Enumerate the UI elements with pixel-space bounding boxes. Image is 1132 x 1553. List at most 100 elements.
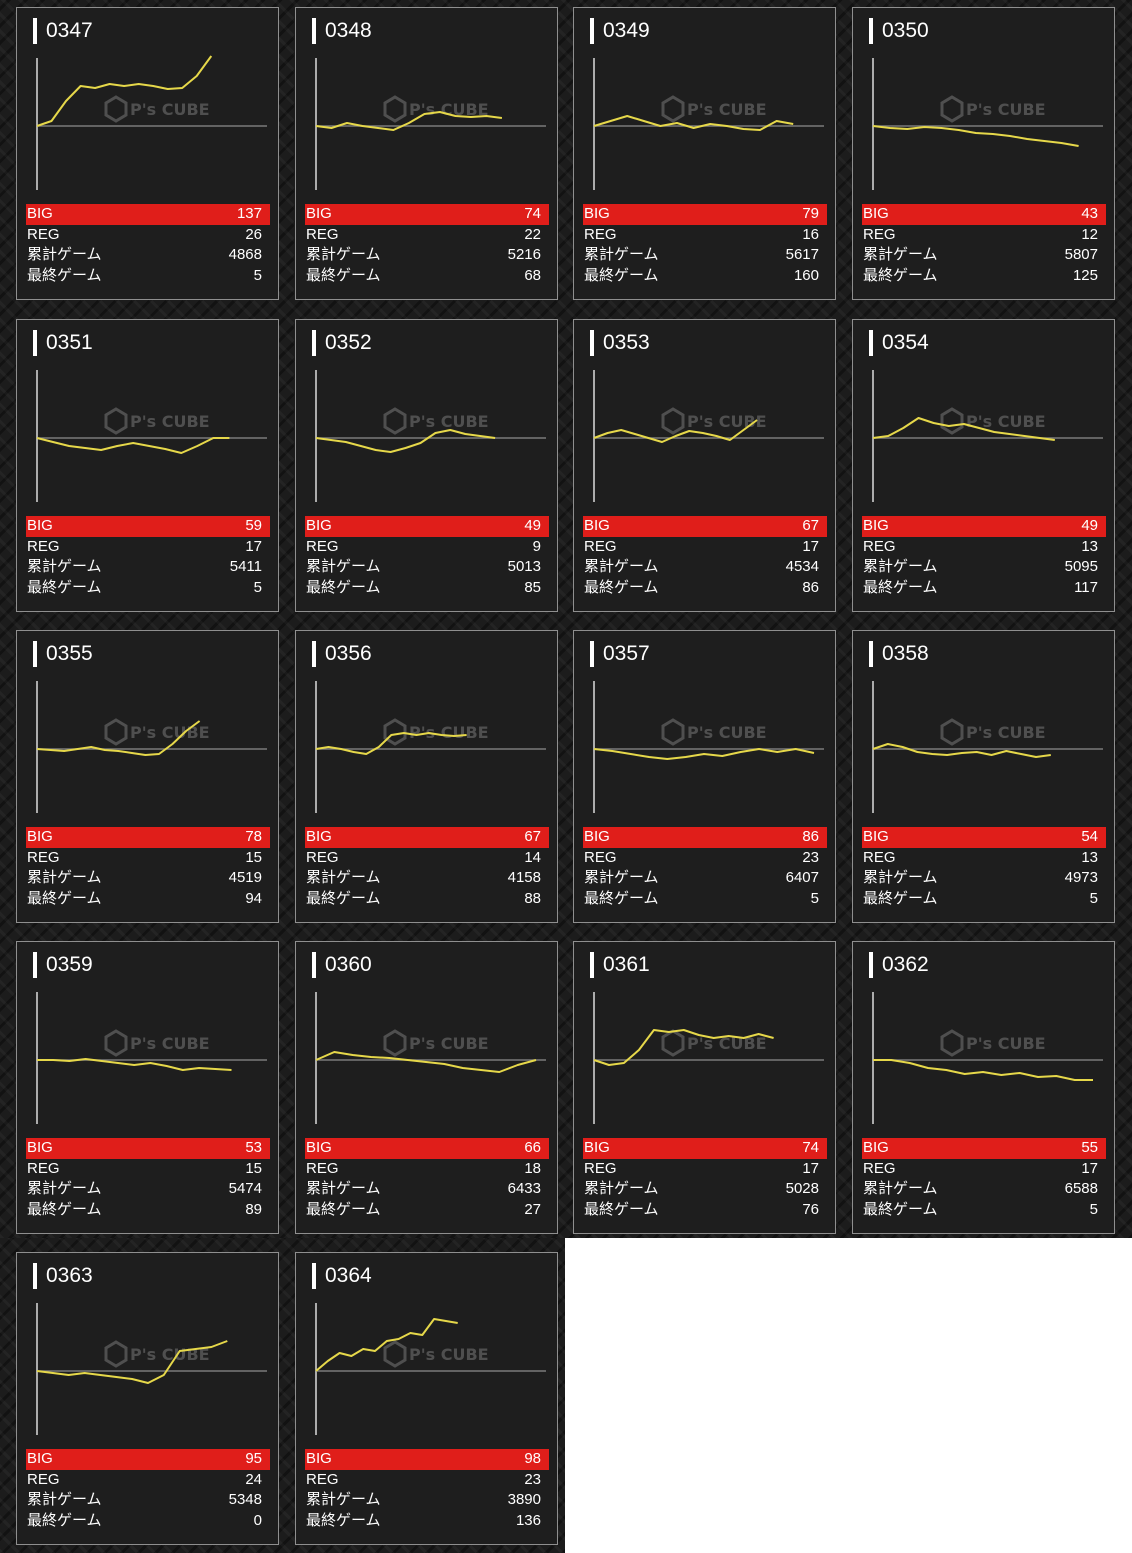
big-row: BIG 67: [583, 516, 827, 537]
machine-card[interactable]: 0359 P's CUBE BIG 53 REG 15 累計ゲーム 5474 最終ゲーム 89: [16, 941, 279, 1234]
big-value: 79: [802, 205, 819, 222]
big-value: 49: [1081, 517, 1098, 534]
machine-card[interactable]: 0362 P's CUBE BIG 55 REG 17 累計ゲーム 6588 最終ゲーム 5: [852, 941, 1115, 1234]
big-row: BIG 53: [26, 1138, 270, 1159]
slump-line: [37, 1058, 232, 1071]
last-value: 5: [810, 889, 819, 907]
big-value: 98: [524, 1450, 541, 1467]
reg-label: REG: [306, 848, 339, 866]
big-value: 74: [802, 1139, 819, 1156]
stats-table: BIG 54 REG 13 累計ゲーム 4973 最終ゲーム 5: [862, 827, 1106, 909]
big-value: 95: [245, 1450, 262, 1467]
reg-row: REG 17: [583, 1159, 827, 1180]
reg-row: REG 26: [26, 225, 270, 246]
machine-card[interactable]: 0347 P's CUBE BIG 137 REG 26 累計ゲーム 4868 最終ゲーム 5: [16, 7, 279, 300]
last-games-row: 最終ゲーム 76: [583, 1200, 827, 1221]
slump-line: [36, 437, 230, 454]
last-games-row: 最終ゲーム 5: [26, 578, 270, 599]
machine-card[interactable]: 0358 P's CUBE BIG 54 REG 13 累計ゲーム 4973 最終ゲーム 5: [852, 630, 1115, 923]
stats-table: BIG 59 REG 17 累計ゲーム 5411 最終ゲーム 5: [26, 516, 270, 598]
reg-value: 14: [524, 848, 541, 866]
machine-card[interactable]: 0352 P's CUBE BIG 49 REG 9 累計ゲーム 5013 最終ゲーム 85: [295, 319, 558, 612]
cube-logo-icon: [383, 1340, 407, 1368]
machine-card[interactable]: 0360 P's CUBE BIG 66 REG 18 累計ゲーム 6433 最終ゲーム 27: [295, 941, 558, 1234]
big-value: 55: [1081, 1139, 1098, 1156]
last-label: 最終ゲーム: [863, 889, 938, 907]
reg-label: REG: [584, 848, 617, 866]
slump-chart: P's CUBE: [872, 370, 1103, 502]
last-games-row: 最終ゲーム 27: [305, 1200, 549, 1221]
watermark-text: P's CUBE: [130, 412, 210, 431]
last-games-row: 最終ゲーム 86: [583, 578, 827, 599]
cube-logo-icon: [104, 407, 128, 435]
watermark-text: P's CUBE: [409, 412, 489, 431]
machine-card[interactable]: 0356 P's CUBE BIG 67 REG 14 累計ゲーム 4158 最終ゲーム 88: [295, 630, 558, 923]
last-label: 最終ゲーム: [584, 578, 659, 596]
reg-label: REG: [27, 1470, 60, 1488]
reg-row: REG 13: [862, 848, 1106, 869]
last-value: 117: [1074, 578, 1098, 596]
reg-row: REG 23: [305, 1470, 549, 1491]
last-label: 最終ゲーム: [863, 578, 938, 596]
big-row: BIG 67: [305, 827, 549, 848]
stats-table: BIG 74 REG 22 累計ゲーム 5216 最終ゲーム 68: [305, 204, 549, 286]
total-games-row: 累計ゲーム 5216: [305, 245, 549, 266]
last-label: 最終ゲーム: [27, 1511, 102, 1529]
last-games-row: 最終ゲーム 5: [26, 266, 270, 287]
reg-label: REG: [584, 1159, 617, 1177]
big-value: 53: [245, 1139, 262, 1156]
slump-chart: P's CUBE: [315, 681, 546, 813]
big-label: BIG: [863, 517, 889, 534]
slump-chart: P's CUBE: [593, 992, 824, 1124]
machine-card[interactable]: 0364 P's CUBE BIG 98 REG 23 累計ゲーム 3890 最終ゲーム 136: [295, 1252, 558, 1545]
machine-card[interactable]: 0348 P's CUBE BIG 74 REG 22 累計ゲーム 5216 最終ゲーム 68: [295, 7, 558, 300]
reg-row: REG 22: [305, 225, 549, 246]
total-games-row: 累計ゲーム 5013: [305, 557, 549, 578]
machine-card[interactable]: 0361 P's CUBE BIG 74 REG 17 累計ゲーム 5028 最終ゲーム 76: [573, 941, 836, 1234]
slump-chart: P's CUBE: [36, 992, 267, 1124]
total-value: 3890: [507, 1491, 541, 1508]
machine-card[interactable]: 0354 P's CUBE BIG 49 REG 13 累計ゲーム 5095 最終ゲーム 117: [852, 319, 1115, 612]
pscube-watermark: P's CUBE: [661, 407, 767, 435]
reg-label: REG: [306, 1470, 339, 1488]
big-row: BIG 74: [305, 204, 549, 225]
reg-value: 17: [802, 537, 819, 555]
total-label: 累計ゲーム: [584, 1180, 659, 1197]
slump-line: [315, 111, 503, 131]
slump-line: [36, 55, 213, 127]
reg-value: 26: [245, 225, 262, 243]
stats-table: BIG 74 REG 17 累計ゲーム 5028 最終ゲーム 76: [583, 1138, 827, 1220]
reg-value: 24: [245, 1470, 262, 1488]
machine-card[interactable]: 0353 P's CUBE BIG 67 REG 17 累計ゲーム 4534 最終ゲーム 86: [573, 319, 836, 612]
machine-number: 0360: [312, 952, 372, 978]
slump-line: [872, 743, 1051, 758]
cube-logo-icon: [661, 1029, 685, 1057]
total-label: 累計ゲーム: [27, 1180, 102, 1197]
machine-card[interactable]: 0351 P's CUBE BIG 59 REG 17 累計ゲーム 5411 最終ゲーム 5: [16, 319, 279, 612]
machine-card[interactable]: 0350 P's CUBE BIG 43 REG 12 累計ゲーム 5807 最終ゲーム 125: [852, 7, 1115, 300]
slump-line: [593, 115, 794, 131]
total-label: 累計ゲーム: [306, 246, 381, 263]
reg-row: REG 15: [26, 848, 270, 869]
big-label: BIG: [306, 1450, 332, 1467]
machine-card[interactable]: 0355 P's CUBE BIG 78 REG 15 累計ゲーム 4519 最終ゲーム 94: [16, 630, 279, 923]
cube-logo-icon: [940, 718, 964, 746]
pscube-watermark: P's CUBE: [940, 407, 1046, 435]
big-label: BIG: [306, 205, 332, 222]
reg-row: REG 15: [26, 1159, 270, 1180]
machine-number: 0364: [312, 1263, 372, 1289]
total-value: 4519: [228, 869, 262, 886]
cube-logo-icon: [661, 95, 685, 123]
machine-card[interactable]: 0349 P's CUBE BIG 79 REG 16 累計ゲーム 5617 最終ゲーム 160: [573, 7, 836, 300]
last-games-row: 最終ゲーム 125: [862, 266, 1106, 287]
last-label: 最終ゲーム: [306, 266, 381, 284]
machine-card[interactable]: 0357 P's CUBE BIG 86 REG 23 累計ゲーム 6407 最終ゲーム 5: [573, 630, 836, 923]
last-value: 5: [253, 266, 262, 284]
reg-row: REG 23: [583, 848, 827, 869]
big-row: BIG 137: [26, 204, 270, 225]
machine-card[interactable]: 0363 P's CUBE BIG 95 REG 24 累計ゲーム 5348 最終ゲーム 0: [16, 1252, 279, 1545]
total-label: 累計ゲーム: [27, 246, 102, 263]
reg-row: REG 24: [26, 1470, 270, 1491]
cube-logo-icon: [940, 407, 964, 435]
total-label: 累計ゲーム: [584, 246, 659, 263]
